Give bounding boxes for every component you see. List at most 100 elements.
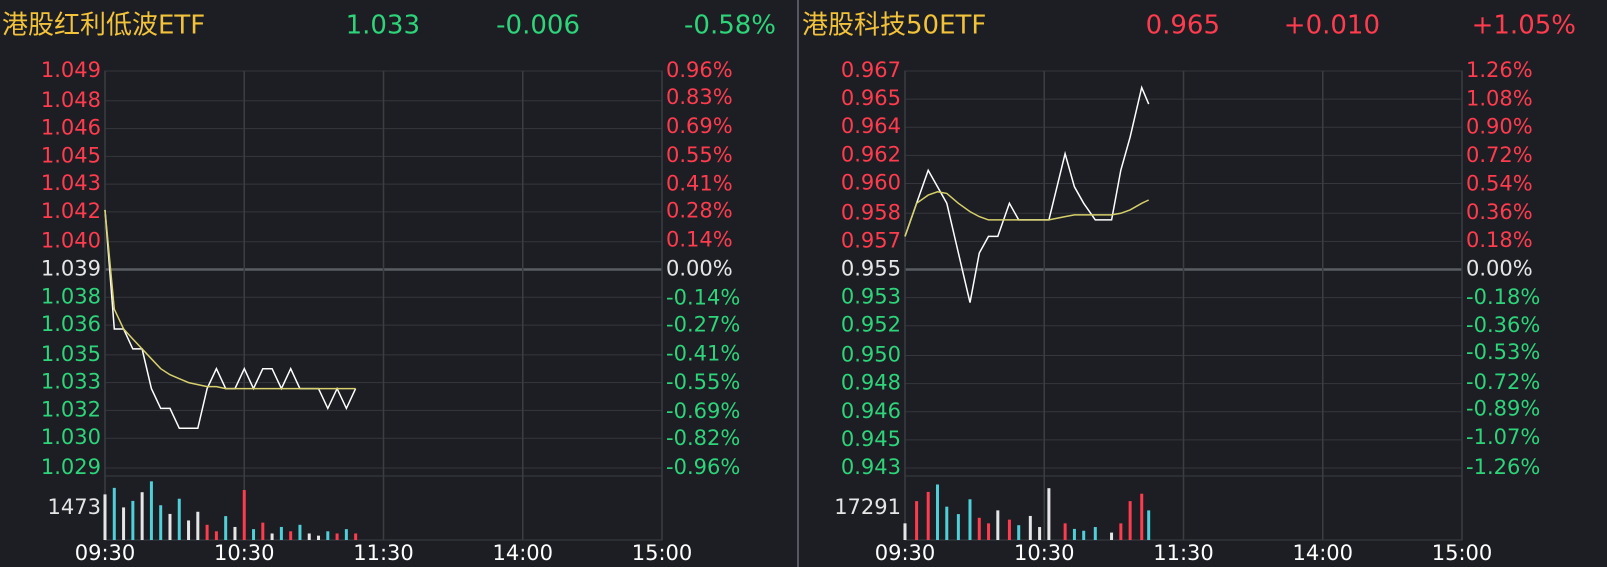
y-tick-label: 1.032 xyxy=(41,397,101,421)
y-tick-label: 1.042 xyxy=(41,199,101,223)
volume-bar xyxy=(205,524,209,540)
y2-tick-label: 0.72% xyxy=(1466,143,1533,167)
volume-bar xyxy=(1128,501,1132,540)
volume-bar xyxy=(270,533,274,540)
y2-tick-label: 0.00% xyxy=(1466,257,1533,281)
volume-bar xyxy=(903,523,907,540)
y2-tick-label: -0.53% xyxy=(1466,340,1540,364)
y2-tick-label: 0.14% xyxy=(666,228,733,252)
volume-bar xyxy=(177,498,181,540)
y2-tick-label: -0.69% xyxy=(666,399,740,423)
y2-tick-label: -0.96% xyxy=(666,455,740,479)
price: 0.965 xyxy=(1146,11,1220,41)
volume-bar xyxy=(159,505,163,540)
volume-bar xyxy=(1028,515,1032,540)
y-tick-label: 1.029 xyxy=(41,455,101,479)
y-tick-label: 0.950 xyxy=(841,343,901,367)
y-tick-label: 0.962 xyxy=(841,142,901,166)
y2-tick-label: 0.28% xyxy=(666,199,733,223)
volume-bar xyxy=(103,494,107,540)
y-tick-label: 1.043 xyxy=(41,171,101,195)
y2-tick-label: -0.18% xyxy=(1466,285,1540,309)
y-tick-label: 0.967 xyxy=(841,58,901,82)
y2-tick-label: 0.54% xyxy=(1466,171,1533,195)
volume-bar xyxy=(968,499,972,540)
volume-bar xyxy=(987,523,991,540)
y2-tick-label: 0.41% xyxy=(666,172,733,196)
volume-bar xyxy=(261,522,265,540)
y-tick-label: 1.038 xyxy=(41,284,101,308)
x-tick-label: 15:00 xyxy=(632,541,693,565)
x-tick-label: 10:30 xyxy=(214,541,275,565)
volume-bar xyxy=(187,520,191,540)
y-tick-label: 1.049 xyxy=(41,58,101,82)
x-tick-label: 14:00 xyxy=(492,541,553,565)
volume-bar xyxy=(335,533,339,540)
volume-bar xyxy=(1038,527,1042,540)
volume-bar xyxy=(168,513,172,540)
y-tick-label: 0.964 xyxy=(841,114,901,138)
y-tick-label: 0.948 xyxy=(841,371,901,395)
volume-bar xyxy=(252,529,256,540)
y2-tick-label: 1.08% xyxy=(1466,86,1533,110)
y2-tick-label: 1.26% xyxy=(1466,58,1533,82)
average-line xyxy=(104,209,356,390)
volume-bar xyxy=(926,491,930,540)
y-tick-label: 1.046 xyxy=(41,116,101,140)
volume-bar xyxy=(354,533,358,540)
title: 港股红利低波ETF xyxy=(2,11,205,41)
y2-tick-label: -0.72% xyxy=(1466,370,1540,394)
volume-tick-label: 1473 xyxy=(48,495,101,519)
volume-tick-label: 17291 xyxy=(834,495,901,519)
y-tick-label: 1.030 xyxy=(41,425,101,449)
y-tick-label: 0.965 xyxy=(841,86,901,110)
volume-bar xyxy=(1119,523,1123,540)
average-line xyxy=(904,191,1150,237)
y2-tick-label: 0.18% xyxy=(1466,228,1533,252)
change: +0.010 xyxy=(1284,11,1380,41)
volume-bar xyxy=(289,531,293,540)
volume-bar xyxy=(1007,519,1011,540)
title: 港股科技50ETF xyxy=(802,11,986,41)
volume-bar xyxy=(1093,527,1097,540)
y2-tick-label: 0.90% xyxy=(1466,115,1533,139)
y2-tick-label: 0.69% xyxy=(666,114,733,138)
change-percent: +1.05% xyxy=(1472,11,1576,41)
price: 1.033 xyxy=(346,11,420,41)
volume-bar xyxy=(935,484,939,540)
x-tick-label: 11:30 xyxy=(353,541,414,565)
volume-bar xyxy=(317,535,321,540)
y2-tick-label: -1.26% xyxy=(1466,455,1540,479)
volume-bar xyxy=(279,526,283,540)
y2-tick-label: 0.83% xyxy=(666,85,733,109)
x-tick-label: 10:30 xyxy=(1014,541,1075,565)
volume-bar xyxy=(977,517,981,540)
y2-tick-label: -0.82% xyxy=(666,426,740,450)
y2-tick-label: 0.96% xyxy=(666,58,733,82)
volume-bar xyxy=(1147,510,1151,540)
volume-bar xyxy=(196,511,200,540)
x-tick-label: 09:30 xyxy=(75,541,136,565)
y2-tick-label: 0.55% xyxy=(666,143,733,167)
y-tick-label: 1.040 xyxy=(41,229,101,253)
y-tick-label: 0.953 xyxy=(841,285,901,309)
y2-tick-label: 0.00% xyxy=(666,257,733,281)
y2-tick-label: -0.89% xyxy=(1466,397,1540,421)
y-tick-label: 0.943 xyxy=(841,455,901,479)
y-tick-label: 0.957 xyxy=(841,228,901,252)
volume-bar xyxy=(140,492,144,540)
volume-bar xyxy=(131,500,135,540)
x-tick-label: 11:30 xyxy=(1153,541,1214,565)
volume-bar xyxy=(344,529,348,540)
y2-tick-label: -0.27% xyxy=(666,312,740,336)
y-tick-label: 1.035 xyxy=(41,342,101,366)
volume-bar xyxy=(307,533,311,540)
change-percent: -0.58% xyxy=(684,11,776,41)
x-tick-label: 09:30 xyxy=(875,541,936,565)
volume-bar xyxy=(233,526,237,540)
x-tick-label: 14:00 xyxy=(1292,541,1353,565)
y2-tick-label: 0.36% xyxy=(1466,200,1533,224)
y-tick-label: 0.960 xyxy=(841,170,901,194)
